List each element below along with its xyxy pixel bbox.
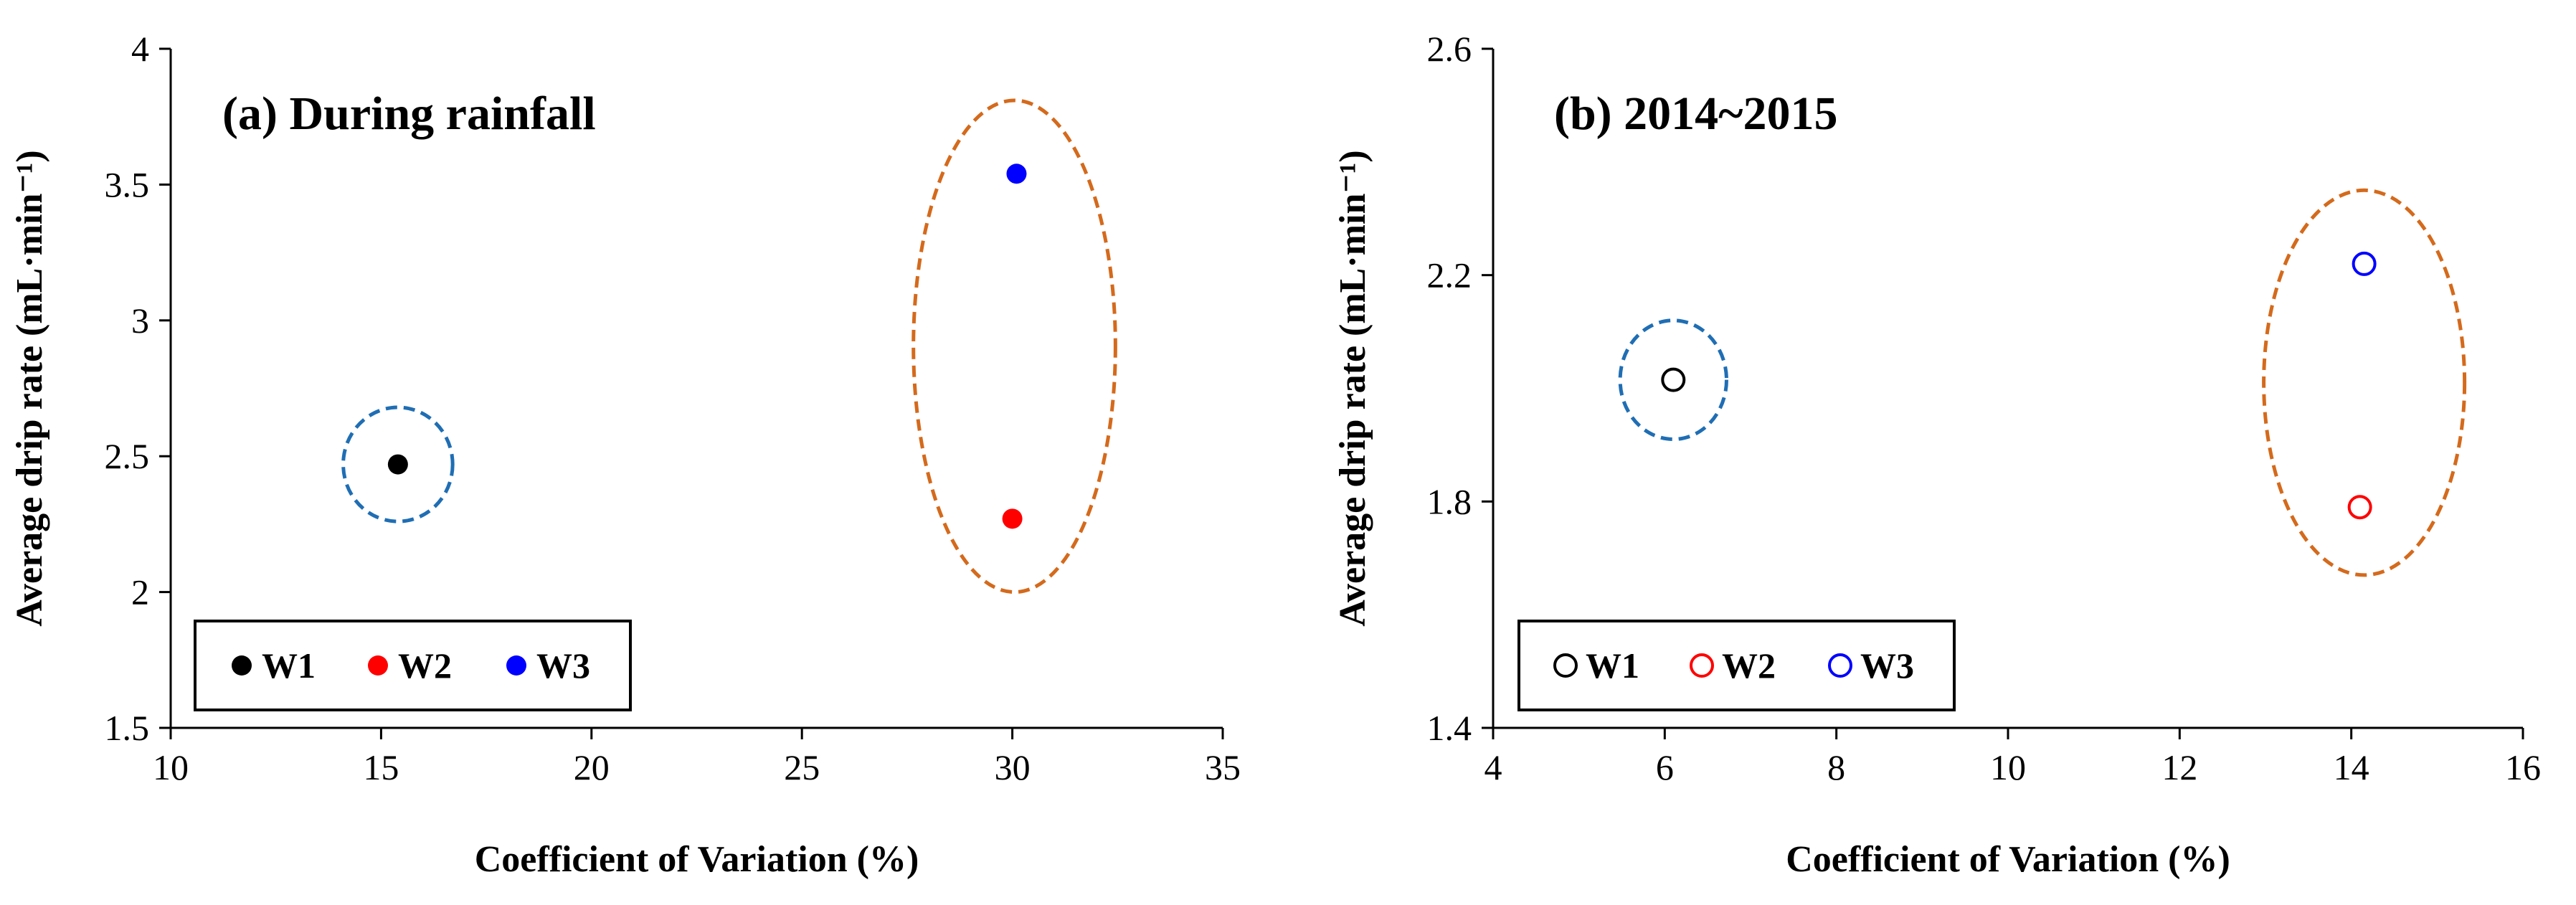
x-axis-title: Coefficient of Variation (%) — [1786, 839, 2230, 880]
data-point-w1 — [1661, 367, 1686, 392]
legend-label-w2: W2 — [398, 645, 452, 686]
group-ellipse-1 — [1618, 318, 1728, 442]
x-tick-label: 15 — [363, 747, 399, 787]
legend-marker-w3 — [506, 655, 526, 676]
data-point-w3 — [1006, 164, 1027, 184]
legend-label-w1: W1 — [1586, 645, 1639, 686]
legend-box — [194, 620, 632, 711]
legend-box — [1517, 620, 1956, 711]
y-tick-label: 2.2 — [1427, 255, 1472, 295]
chart-panel-b: 4 6 8 10 12 14 16 1.4 1.8 2.2 2.6 Coefficient of Va… — [1332, 29, 2541, 880]
x-tick-label: 25 — [784, 747, 820, 787]
x-tick-label: 35 — [1205, 747, 1241, 787]
panel-title: (a) During rainfall — [222, 87, 596, 140]
group-ellipse-2 — [2262, 188, 2467, 577]
group-ellipse-1 — [341, 405, 455, 523]
x-tick-label: 10 — [1990, 747, 2026, 787]
legend-label-w1: W1 — [262, 645, 316, 686]
data-point-w3 — [2352, 251, 2377, 276]
x-tick-label: 16 — [2505, 747, 2541, 787]
y-tick-label: 2.6 — [1427, 29, 1472, 69]
x-tick-label: 8 — [1827, 747, 1845, 787]
y-tick-label: 2.5 — [105, 436, 150, 476]
legend: W1 W2 W3 — [1517, 620, 1956, 711]
y-tick-label: 3 — [131, 300, 149, 341]
y-tick-label: 3.5 — [105, 164, 150, 204]
data-point-w2 — [2347, 495, 2372, 520]
panel-title: (b) 2014~2015 — [1554, 87, 1837, 140]
chart-panel-a: 10 15 20 25 30 35 1.5 2 2.5 3 3.5 4 Coefficient of V… — [9, 29, 1241, 880]
x-tick-label: 30 — [995, 747, 1031, 787]
data-point-w1 — [387, 454, 408, 475]
legend: W1 W2 W3 — [194, 620, 632, 711]
x-tick-label: 20 — [574, 747, 610, 787]
y-tick-label: 1.4 — [1427, 708, 1472, 748]
x-tick-label: 14 — [2334, 747, 2369, 787]
y-tick-label: 1.5 — [105, 708, 150, 748]
data-point-w2 — [1002, 508, 1023, 529]
y-tick-label: 1.8 — [1427, 481, 1472, 521]
legend-marker-w2 — [1690, 653, 1714, 678]
legend-label-w3: W3 — [1860, 645, 1914, 686]
x-tick-label: 4 — [1484, 747, 1502, 787]
y-tick-label: 4 — [131, 29, 149, 69]
legend-marker-w1 — [1553, 653, 1578, 678]
x-tick-label: 12 — [2161, 747, 2197, 787]
y-axis-title: Average drip rate (mL·min⁻¹) — [9, 150, 50, 626]
legend-marker-w3 — [1828, 653, 1852, 678]
legend-label-w2: W2 — [1722, 645, 1776, 686]
legend-label-w3: W3 — [536, 645, 590, 686]
x-tick-label: 10 — [153, 747, 189, 787]
legend-marker-w2 — [368, 655, 388, 676]
group-ellipse-2 — [911, 98, 1117, 594]
legend-marker-w1 — [232, 655, 252, 676]
y-axis-title: Average drip rate (mL·min⁻¹) — [1332, 150, 1373, 626]
y-tick-label: 2 — [131, 572, 149, 612]
x-axis-title: Coefficient of Variation (%) — [475, 839, 919, 880]
x-tick-label: 6 — [1656, 747, 1674, 787]
